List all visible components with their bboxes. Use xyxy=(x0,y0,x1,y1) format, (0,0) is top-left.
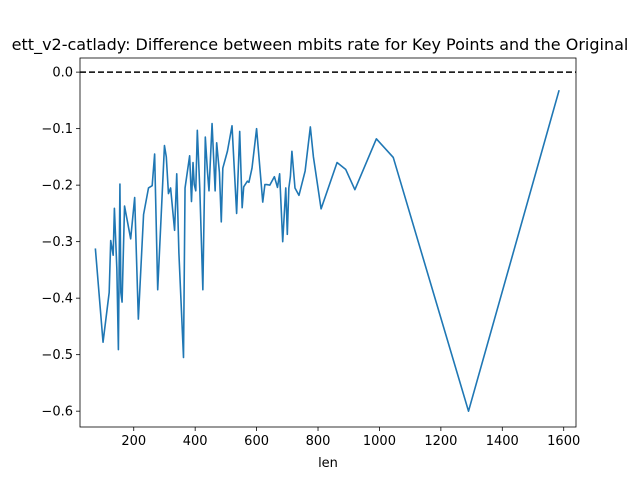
y-tick-label-3: −0.3 xyxy=(41,235,73,250)
y-tick-label-4: −0.4 xyxy=(41,292,73,307)
x-tick-label-0: 200 xyxy=(121,434,146,449)
chart-title: ett_v2-catlady: Difference between mbits… xyxy=(12,35,629,55)
x-tick-label-7: 1600 xyxy=(547,434,580,449)
x-axis-label: len xyxy=(318,456,338,471)
y-tick-label-2: −0.2 xyxy=(41,179,73,194)
y-tick-label-0: 0.0 xyxy=(52,66,73,81)
y-tick-label-6: −0.6 xyxy=(41,405,73,420)
x-tick-label-1: 400 xyxy=(183,434,208,449)
x-tick-label-4: 1000 xyxy=(363,434,396,449)
x-tick-label-2: 600 xyxy=(244,434,269,449)
x-tick-label-3: 800 xyxy=(306,434,331,449)
plot-frame xyxy=(79,57,577,428)
x-tick-label-6: 1400 xyxy=(486,434,519,449)
plot-area: 200 400 600 800 1000 1200 1400 1600 0.0 −0.1 −0.2 −… xyxy=(41,57,580,449)
y-tick-label-5: −0.5 xyxy=(41,348,73,363)
series-line-0 xyxy=(94,89,560,412)
x-tick-label-5: 1200 xyxy=(424,434,457,449)
y-tick-label-1: −0.1 xyxy=(41,122,73,137)
